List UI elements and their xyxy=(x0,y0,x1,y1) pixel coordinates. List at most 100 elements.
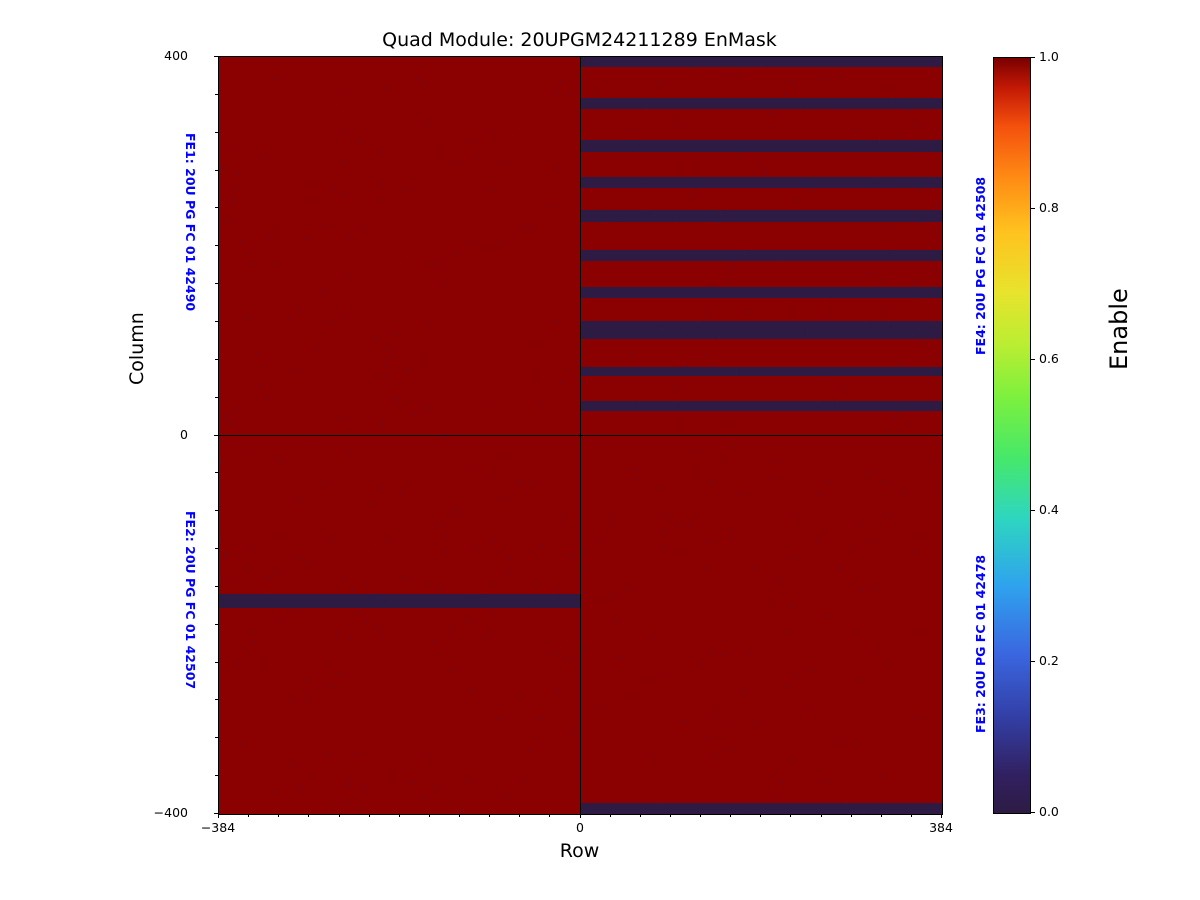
masked-pixel-dot xyxy=(358,807,359,808)
masked-pixel-dot xyxy=(539,574,540,575)
masked-pixel-dot xyxy=(310,775,311,776)
masked-pixel-dot xyxy=(898,136,899,137)
masked-pixel-dot xyxy=(364,786,365,787)
masked-pixel-dot xyxy=(856,131,857,132)
masked-pixel-dot xyxy=(790,332,791,333)
masked-pixel-dot xyxy=(913,334,914,335)
masked-pixel-dot xyxy=(918,280,919,281)
masked-pixel-dot xyxy=(889,420,890,421)
masked-pixel-dot xyxy=(922,154,923,155)
masked-pixel-dot xyxy=(699,267,700,268)
masked-pixel-dot xyxy=(574,730,575,731)
masked-pixel-dot xyxy=(665,740,666,741)
masked-pixel-dot xyxy=(703,698,704,699)
masked-pixel-dot xyxy=(730,75,731,76)
masked-pixel-dot xyxy=(644,171,645,172)
masked-pixel-dot xyxy=(843,203,844,204)
masked-pixel-dot xyxy=(684,720,685,721)
masked-pixel-dot xyxy=(231,298,232,299)
masked-pixel-dot xyxy=(764,168,765,169)
x-minor-tick xyxy=(459,814,460,817)
masked-pixel-dot xyxy=(513,259,514,260)
masked-pixel-dot xyxy=(520,480,521,481)
masked-pixel-dot xyxy=(855,754,856,755)
masked-pixel-dot xyxy=(521,704,522,705)
masked-pixel-dot xyxy=(663,551,664,552)
masked-pixel-dot xyxy=(643,575,644,576)
masked-pixel-dot xyxy=(687,700,688,701)
colorbar-tick-mark xyxy=(1031,661,1035,662)
heatmap-axes[interactable] xyxy=(218,56,943,815)
masked-pixel-dot xyxy=(253,256,254,257)
masked-pixel-dot xyxy=(475,680,476,681)
masked-pixel-dot xyxy=(722,655,723,656)
masked-pixel-dot xyxy=(478,154,479,155)
masked-pixel-dot xyxy=(861,253,862,254)
masked-pixel-dot xyxy=(315,458,316,459)
masked-pixel-dot xyxy=(237,85,238,86)
masked-pixel-dot xyxy=(835,736,836,737)
y-minor-tick xyxy=(215,737,218,738)
masked-pixel-dot xyxy=(860,523,861,524)
masked-pixel-dot xyxy=(457,232,458,233)
masked-pixel-dot xyxy=(812,670,813,671)
masked-pixel-dot xyxy=(339,497,340,498)
masked-pixel-dot xyxy=(324,289,325,290)
masked-pixel-dot xyxy=(524,227,525,228)
masked-pixel-dot xyxy=(941,766,942,767)
colorbar[interactable] xyxy=(993,57,1031,814)
masked-pixel-dot xyxy=(894,254,895,255)
masked-pixel-dot xyxy=(770,112,771,113)
masked-pixel-dot xyxy=(705,683,706,684)
masked-pixel-dot xyxy=(681,538,682,539)
y-minor-tick xyxy=(215,662,218,663)
masked-pixel-dot xyxy=(366,584,367,585)
masked-pixel-dot xyxy=(823,520,824,521)
masked-pixel-dot xyxy=(842,110,843,111)
masked-pixel-dot xyxy=(333,676,334,677)
masked-pixel-dot xyxy=(317,453,318,454)
masked-pixel-dot xyxy=(332,686,333,687)
masked-pixel-dot xyxy=(264,156,265,157)
masked-pixel-dot xyxy=(817,189,818,190)
masked-pixel-dot xyxy=(905,96,906,97)
masked-pixel-dot xyxy=(279,308,280,309)
masked-pixel-dot xyxy=(717,674,718,675)
masked-pixel-dot xyxy=(831,635,832,636)
masked-pixel-dot xyxy=(472,689,473,690)
masked-pixel-dot xyxy=(311,76,312,77)
masked-pixel-dot xyxy=(542,545,543,546)
x-minor-tick xyxy=(248,814,249,817)
masked-pixel-dot xyxy=(252,264,253,265)
masked-pixel-dot xyxy=(547,395,548,396)
masked-pixel-dot xyxy=(234,372,235,373)
masked-pixel-dot xyxy=(319,620,320,621)
masked-pixel-dot xyxy=(484,639,485,640)
masked-pixel-dot xyxy=(647,109,648,110)
masked-pixel-dot xyxy=(584,383,585,384)
masked-pixel-dot xyxy=(257,645,258,646)
masked-pixel-dot xyxy=(431,651,432,652)
masked-pixel-dot xyxy=(498,719,499,720)
masked-pixel-dot xyxy=(831,685,832,686)
masked-pixel-dot xyxy=(690,67,691,68)
masked-pixel-dot xyxy=(542,405,543,406)
masked-pixel-dot xyxy=(473,437,474,438)
masked-pixel-dot xyxy=(234,580,235,581)
masked-pixel-dot xyxy=(236,188,237,189)
fe3-label: FE3: 20U PG FC 01 42478 xyxy=(973,554,988,733)
masked-pixel-dot xyxy=(675,777,676,778)
masked-pixel-dot xyxy=(779,118,780,119)
masked-pixel-dot xyxy=(716,714,717,715)
masked-pixel-dot xyxy=(849,497,850,498)
masked-pixel-dot xyxy=(821,237,822,238)
masked-pixel-dot xyxy=(381,221,382,222)
masked-pixel-dot xyxy=(592,91,593,92)
masked-pixel-dot xyxy=(929,82,930,83)
masked-pixel-dot xyxy=(495,118,496,119)
masked-pixel-dot xyxy=(437,439,438,440)
masked-pixel-dot xyxy=(558,588,559,589)
masked-pixel-dot xyxy=(555,600,556,601)
masked-pixel-dot xyxy=(490,249,491,250)
masked-pixel-dot xyxy=(622,180,623,181)
